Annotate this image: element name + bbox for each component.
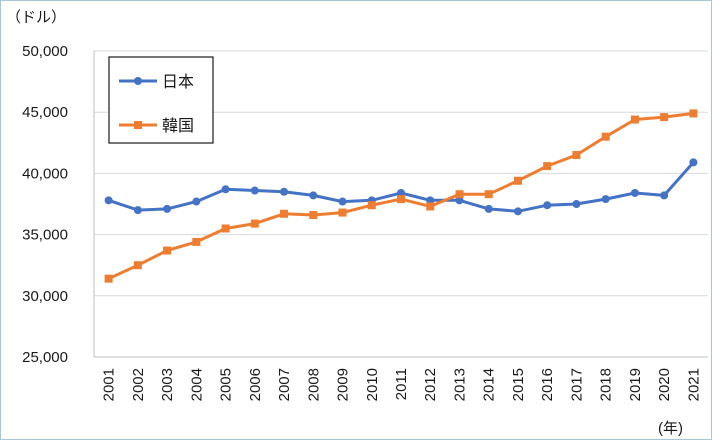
data-point [309, 211, 318, 220]
x-tick-labels: 2001 2002 2003 2004 2005 2006 2007 2008 2009 2010… [101, 368, 703, 401]
y-tick-label: 30,000 [22, 288, 68, 305]
data-point [192, 197, 201, 206]
x-tick-label: 2005 [218, 368, 235, 401]
y-tick-labels: 25,000 30,000 35,000 40,000 45,000 50,000 [22, 43, 68, 366]
data-point [543, 201, 552, 210]
x-tick-label: 2009 [335, 368, 352, 401]
data-point [543, 162, 552, 171]
data-point [689, 109, 698, 118]
x-tick-label: 2015 [510, 368, 527, 401]
x-tick-label: 2019 [627, 368, 644, 401]
x-tick-label: 2006 [247, 368, 264, 401]
y-tick-label: 45,000 [22, 104, 68, 121]
legend-label-korea: 韓国 [162, 117, 194, 135]
data-point [426, 196, 435, 205]
data-point [660, 191, 669, 200]
data-point [630, 115, 639, 124]
data-point [513, 176, 522, 185]
x-tick-label: 2004 [188, 368, 205, 401]
x-tick-label: 2002 [130, 368, 147, 401]
data-point [630, 188, 639, 197]
legend: 日本 韓国 [108, 56, 214, 144]
data-point [163, 246, 172, 255]
x-tick-label: 2003 [159, 368, 176, 401]
data-point [280, 187, 289, 196]
x-axis-unit-label: (年) [658, 420, 683, 437]
data-point [426, 202, 435, 211]
y-axis-unit-label: （ドル） [6, 9, 66, 26]
data-point [455, 196, 464, 205]
x-tick-label: 2021 [685, 368, 702, 401]
data-point [309, 191, 318, 200]
data-point [280, 209, 289, 218]
data-point [689, 158, 698, 167]
data-point [192, 237, 201, 246]
gridlines [94, 50, 708, 297]
x-tick-label: 2014 [481, 368, 498, 401]
data-point [250, 186, 259, 195]
x-tick-label: 2020 [656, 368, 673, 401]
legend-label-japan: 日本 [162, 73, 194, 91]
series-group [104, 109, 698, 283]
data-point [513, 207, 522, 216]
x-tick-label: 2017 [568, 368, 585, 401]
data-point [221, 224, 230, 233]
legend-marker-korea [134, 121, 142, 129]
data-point [572, 151, 581, 160]
x-tick-label: 2011 [393, 368, 410, 400]
data-point [338, 197, 347, 206]
data-point [572, 200, 581, 208]
data-point [601, 132, 610, 141]
y-tick-label: 25,000 [22, 349, 68, 366]
x-tick-label: 2001 [101, 368, 118, 401]
data-point [133, 206, 142, 215]
x-tick-label: 2018 [598, 368, 615, 401]
x-tick-label: 2016 [539, 368, 556, 401]
data-point [397, 195, 405, 204]
data-point [455, 190, 464, 199]
y-tick-label: 50,000 [22, 43, 68, 60]
data-point [338, 208, 347, 217]
data-point [104, 274, 113, 283]
x-tick-label: 2012 [422, 368, 439, 401]
data-point [221, 185, 230, 194]
legend-box [108, 56, 214, 144]
x-tick-label: 2010 [364, 368, 381, 401]
data-point [484, 204, 493, 213]
data-point [367, 201, 376, 210]
data-point [601, 195, 610, 204]
data-point [397, 188, 405, 197]
x-tick-label: 2013 [451, 368, 468, 401]
y-tick-label: 40,000 [22, 165, 68, 182]
y-tick-label: 35,000 [22, 227, 68, 244]
x-tick-label: 2008 [305, 368, 322, 401]
data-point [660, 113, 669, 122]
data-point [484, 190, 493, 199]
data-point [163, 204, 172, 213]
data-point [104, 196, 113, 205]
legend-marker-japan [134, 77, 142, 85]
x-tick-label: 2007 [276, 368, 293, 401]
data-point [250, 219, 259, 228]
data-point [133, 261, 142, 270]
